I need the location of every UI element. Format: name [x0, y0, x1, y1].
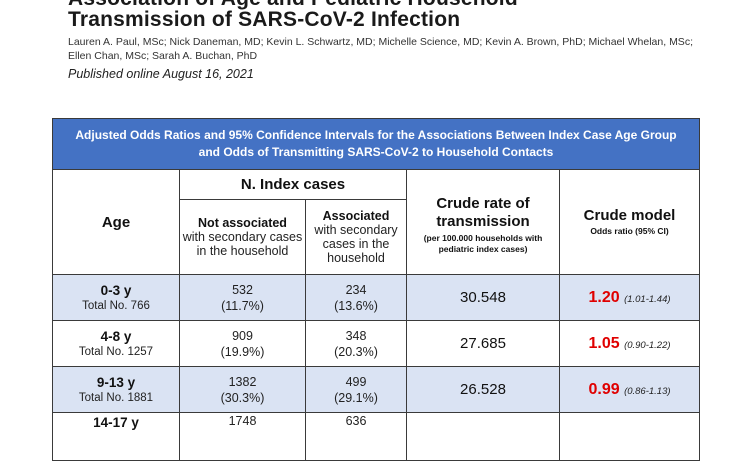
not-associated-count: 909	[232, 328, 253, 343]
associated-label: Associated	[322, 209, 390, 223]
crude-rate-value: 26.528	[406, 366, 560, 413]
associated-cell: 636	[305, 412, 407, 461]
table-row: 9-13 y Total No. 1881 1382 (30.3%) 499 (…	[52, 366, 701, 413]
associated-cell: 234 (13.6%)	[305, 274, 407, 321]
header-age: Age	[52, 169, 180, 275]
associated-pct: (13.6%)	[334, 298, 378, 313]
crude-rate-value: 30.548	[406, 274, 560, 321]
header-crude-model: Crude model Odds ratio (95% CI)	[558, 169, 701, 275]
associated-count: 234	[345, 282, 367, 297]
confidence-interval: (0.86-1.13)	[624, 385, 671, 397]
associated-count: 636	[345, 414, 367, 428]
not-associated-cell: 532 (11.7%)	[179, 274, 306, 321]
age-total: Total No. 1881	[78, 392, 154, 404]
confidence-interval: (0.90-1.22)	[624, 339, 671, 351]
odds-ratio-cell	[558, 412, 701, 461]
odds-ratio: 1.20	[588, 288, 620, 306]
title-line-2: Transmission of SARS-CoV-2 Infection	[68, 8, 461, 31]
not-associated-count: 1748	[228, 414, 257, 428]
published-date: Published online August 16, 2021	[68, 67, 254, 81]
age-cell: 4-8 y Total No. 1257	[52, 320, 180, 367]
age-total: Total No. 766	[82, 300, 150, 312]
not-associated-count: 532	[232, 282, 253, 297]
confidence-interval: (1.01-1.44)	[624, 293, 671, 305]
crude-rate-title: Crude rate of transmission	[436, 195, 530, 230]
age-group: 14-17 y	[93, 415, 139, 430]
odds-ratio-cell: 0.99 (0.86-1.13)	[558, 366, 701, 413]
title-line-1: Association of Age and Pediatric Househo…	[68, 0, 518, 11]
odds-ratio-cell: 1.05 (0.90-1.22)	[558, 320, 701, 367]
table-row: 4-8 y Total No. 1257 909 (19.9%) 348 (20…	[52, 320, 701, 367]
header-index-cases: N. Index cases	[179, 169, 407, 200]
age-cell: 0-3 y Total No. 766	[52, 274, 180, 321]
table-caption: Adjusted Odds Ratios and 95% Confidence …	[51, 118, 701, 170]
table-row: 0-3 y Total No. 766 532 (11.7%) 234 (13.…	[52, 274, 701, 321]
odds-ratio: 1.05	[588, 334, 620, 352]
associated-count: 348	[345, 328, 367, 343]
not-associated-cell: 909 (19.9%)	[179, 320, 306, 367]
associated-cell: 499 (29.1%)	[305, 366, 407, 413]
crude-model-title: Crude model	[583, 207, 676, 224]
associated-cell: 348 (20.3%)	[305, 320, 407, 367]
odds-ratio-table: Adjusted Odds Ratios and 95% Confidence …	[51, 118, 701, 461]
odds-ratio: 0.99	[588, 380, 620, 398]
crude-rate-value	[406, 412, 560, 461]
not-associated-label: Not associated	[198, 216, 287, 230]
header-crude-rate: Crude rate of transmission (per 100.000 …	[406, 169, 560, 275]
not-associated-count: 1382	[228, 374, 257, 389]
crude-model-note: Odds ratio (95% CI)	[590, 226, 669, 236]
age-cell: 9-13 y Total No. 1881	[52, 366, 180, 413]
authors: Lauren A. Paul, MSc; Nick Daneman, MD; K…	[68, 36, 693, 62]
age-total: Total No. 1257	[78, 346, 154, 358]
associated-pct: (29.1%)	[334, 390, 378, 405]
not-associated-desc: with secondary cases in the household	[182, 230, 303, 258]
crude-rate-note: (per 100.000 households with pediatric i…	[423, 233, 543, 254]
associated-pct: (20.3%)	[334, 344, 378, 359]
age-cell: 14-17 y	[52, 412, 180, 461]
associated-count: 499	[345, 374, 367, 389]
age-group: 9-13 y	[96, 375, 136, 390]
not-associated-pct: (11.7%)	[221, 298, 264, 313]
age-group: 0-3 y	[100, 283, 132, 298]
not-associated-cell: 1382 (30.3%)	[179, 366, 306, 413]
associated-desc: with secondary cases in the household	[314, 223, 398, 265]
age-group: 4-8 y	[100, 329, 132, 344]
header-not-associated: Not associated with secondary cases in t…	[179, 199, 306, 275]
odds-ratio-cell: 1.20 (1.01-1.44)	[558, 274, 701, 321]
not-associated-pct: (19.9%)	[220, 344, 265, 359]
header-associated: Associated with secondary cases in the h…	[305, 199, 407, 275]
not-associated-cell: 1748	[179, 412, 306, 461]
table-row: 14-17 y 1748 636	[52, 412, 701, 461]
crude-rate-value: 27.685	[406, 320, 560, 367]
not-associated-pct: (30.3%)	[220, 390, 265, 405]
